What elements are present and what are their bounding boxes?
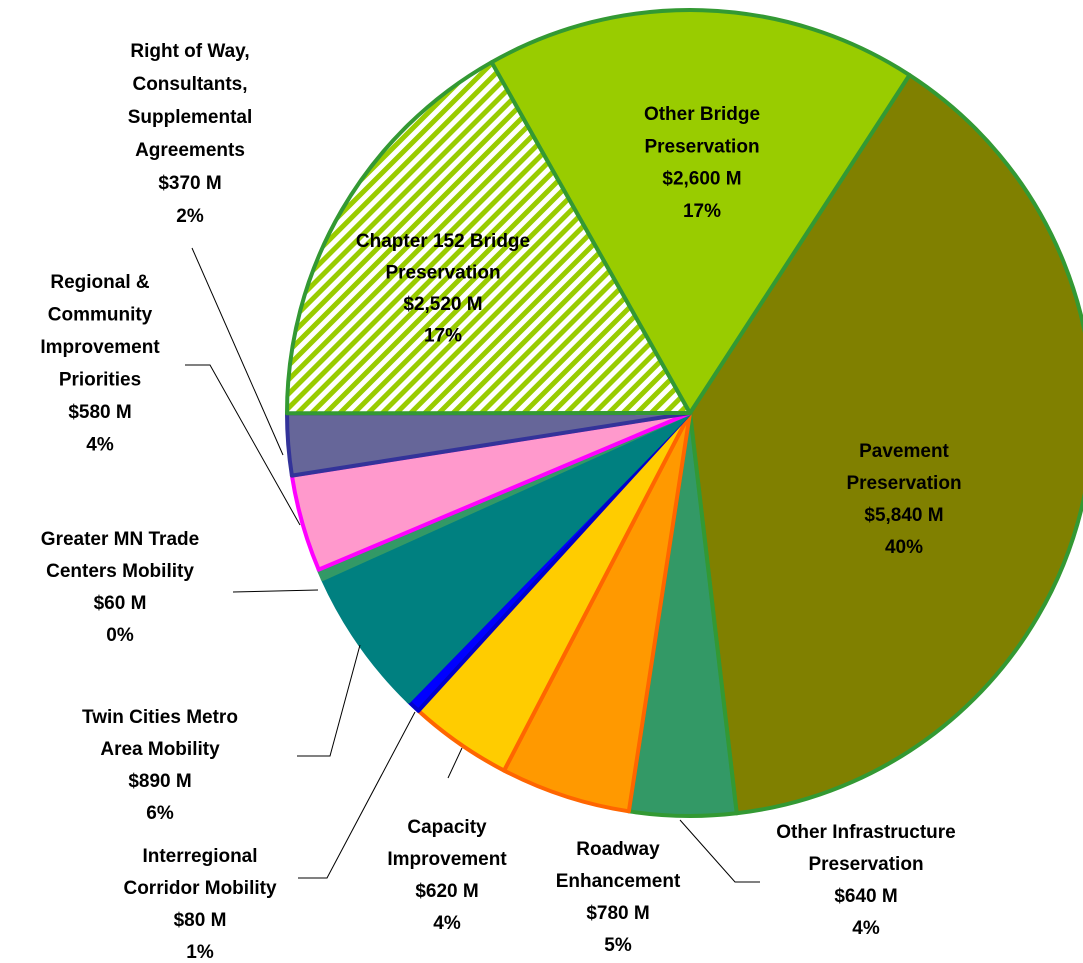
slice-label: Capacity (407, 817, 487, 838)
slice-label: Pavement (859, 441, 949, 462)
slice-label: Greater MN Trade (41, 529, 199, 550)
percent-label: 1% (186, 942, 214, 963)
percent-label: 4% (86, 435, 114, 456)
percent-label: 2% (176, 206, 204, 227)
percent-label: 4% (852, 918, 880, 939)
slice-label: Regional & (50, 272, 150, 293)
percent-label: 6% (146, 803, 174, 824)
percent-label: 17% (683, 201, 721, 222)
leader-line (232, 589, 319, 593)
pie-slice (688, 73, 1083, 816)
value-label: $2,520 M (403, 294, 482, 315)
leader-line (297, 644, 361, 757)
slice-label: Improvement (387, 849, 507, 870)
leaders (185, 247, 760, 883)
slice-label: Agreements (135, 140, 245, 161)
slice-label: Improvement (40, 337, 160, 358)
slice-label: Chapter 152 Bridge (356, 231, 530, 252)
value-label: $620 M (415, 881, 478, 902)
value-label: $890 M (128, 771, 191, 792)
leader-line (298, 711, 416, 879)
slice-label: Priorities (59, 370, 141, 391)
value-label: $370 M (158, 173, 221, 194)
percent-label: 0% (106, 625, 134, 646)
slice-label: Community (48, 305, 153, 326)
slice-label: Roadway (576, 839, 660, 860)
slice-label: Corridor Mobility (123, 878, 276, 899)
value-label: $640 M (834, 886, 897, 907)
pie-slice (284, 60, 692, 416)
slice-label: Enhancement (556, 871, 681, 892)
slice-label: Consultants, (132, 74, 247, 95)
slice-label: Other Bridge (644, 104, 760, 125)
value-label: $60 M (94, 593, 147, 614)
leader-line (679, 819, 760, 883)
value-label: $5,840 M (864, 505, 943, 526)
percent-label: 40% (885, 537, 923, 558)
slice-label: Other Infrastructure (776, 822, 955, 843)
slice-label: Preservation (808, 854, 923, 875)
value-label: $2,600 M (662, 169, 741, 190)
slice-label: Interregional (142, 846, 257, 867)
value-label: $580 M (68, 402, 131, 423)
pie-slice (489, 8, 912, 415)
percent-label: 17% (424, 326, 462, 347)
slice-label: Area Mobility (100, 739, 220, 760)
leader-line (447, 747, 463, 779)
slice-label: Preservation (644, 136, 759, 157)
slice-label: Right of Way, (130, 41, 249, 62)
slice-label: Supplemental (128, 107, 253, 128)
leader-line (191, 247, 284, 456)
slice-label: Preservation (846, 473, 961, 494)
slice-label: Centers Mobility (46, 561, 194, 582)
slices (284, 8, 1083, 818)
leader-line (185, 364, 301, 526)
value-label: $780 M (586, 903, 649, 924)
slice-label: Twin Cities Metro (82, 707, 238, 728)
pie-slice (320, 411, 692, 704)
value-label: $80 M (174, 910, 227, 931)
percent-label: 4% (433, 913, 461, 934)
percent-label: 5% (604, 935, 632, 956)
slice-label: Preservation (385, 263, 500, 284)
